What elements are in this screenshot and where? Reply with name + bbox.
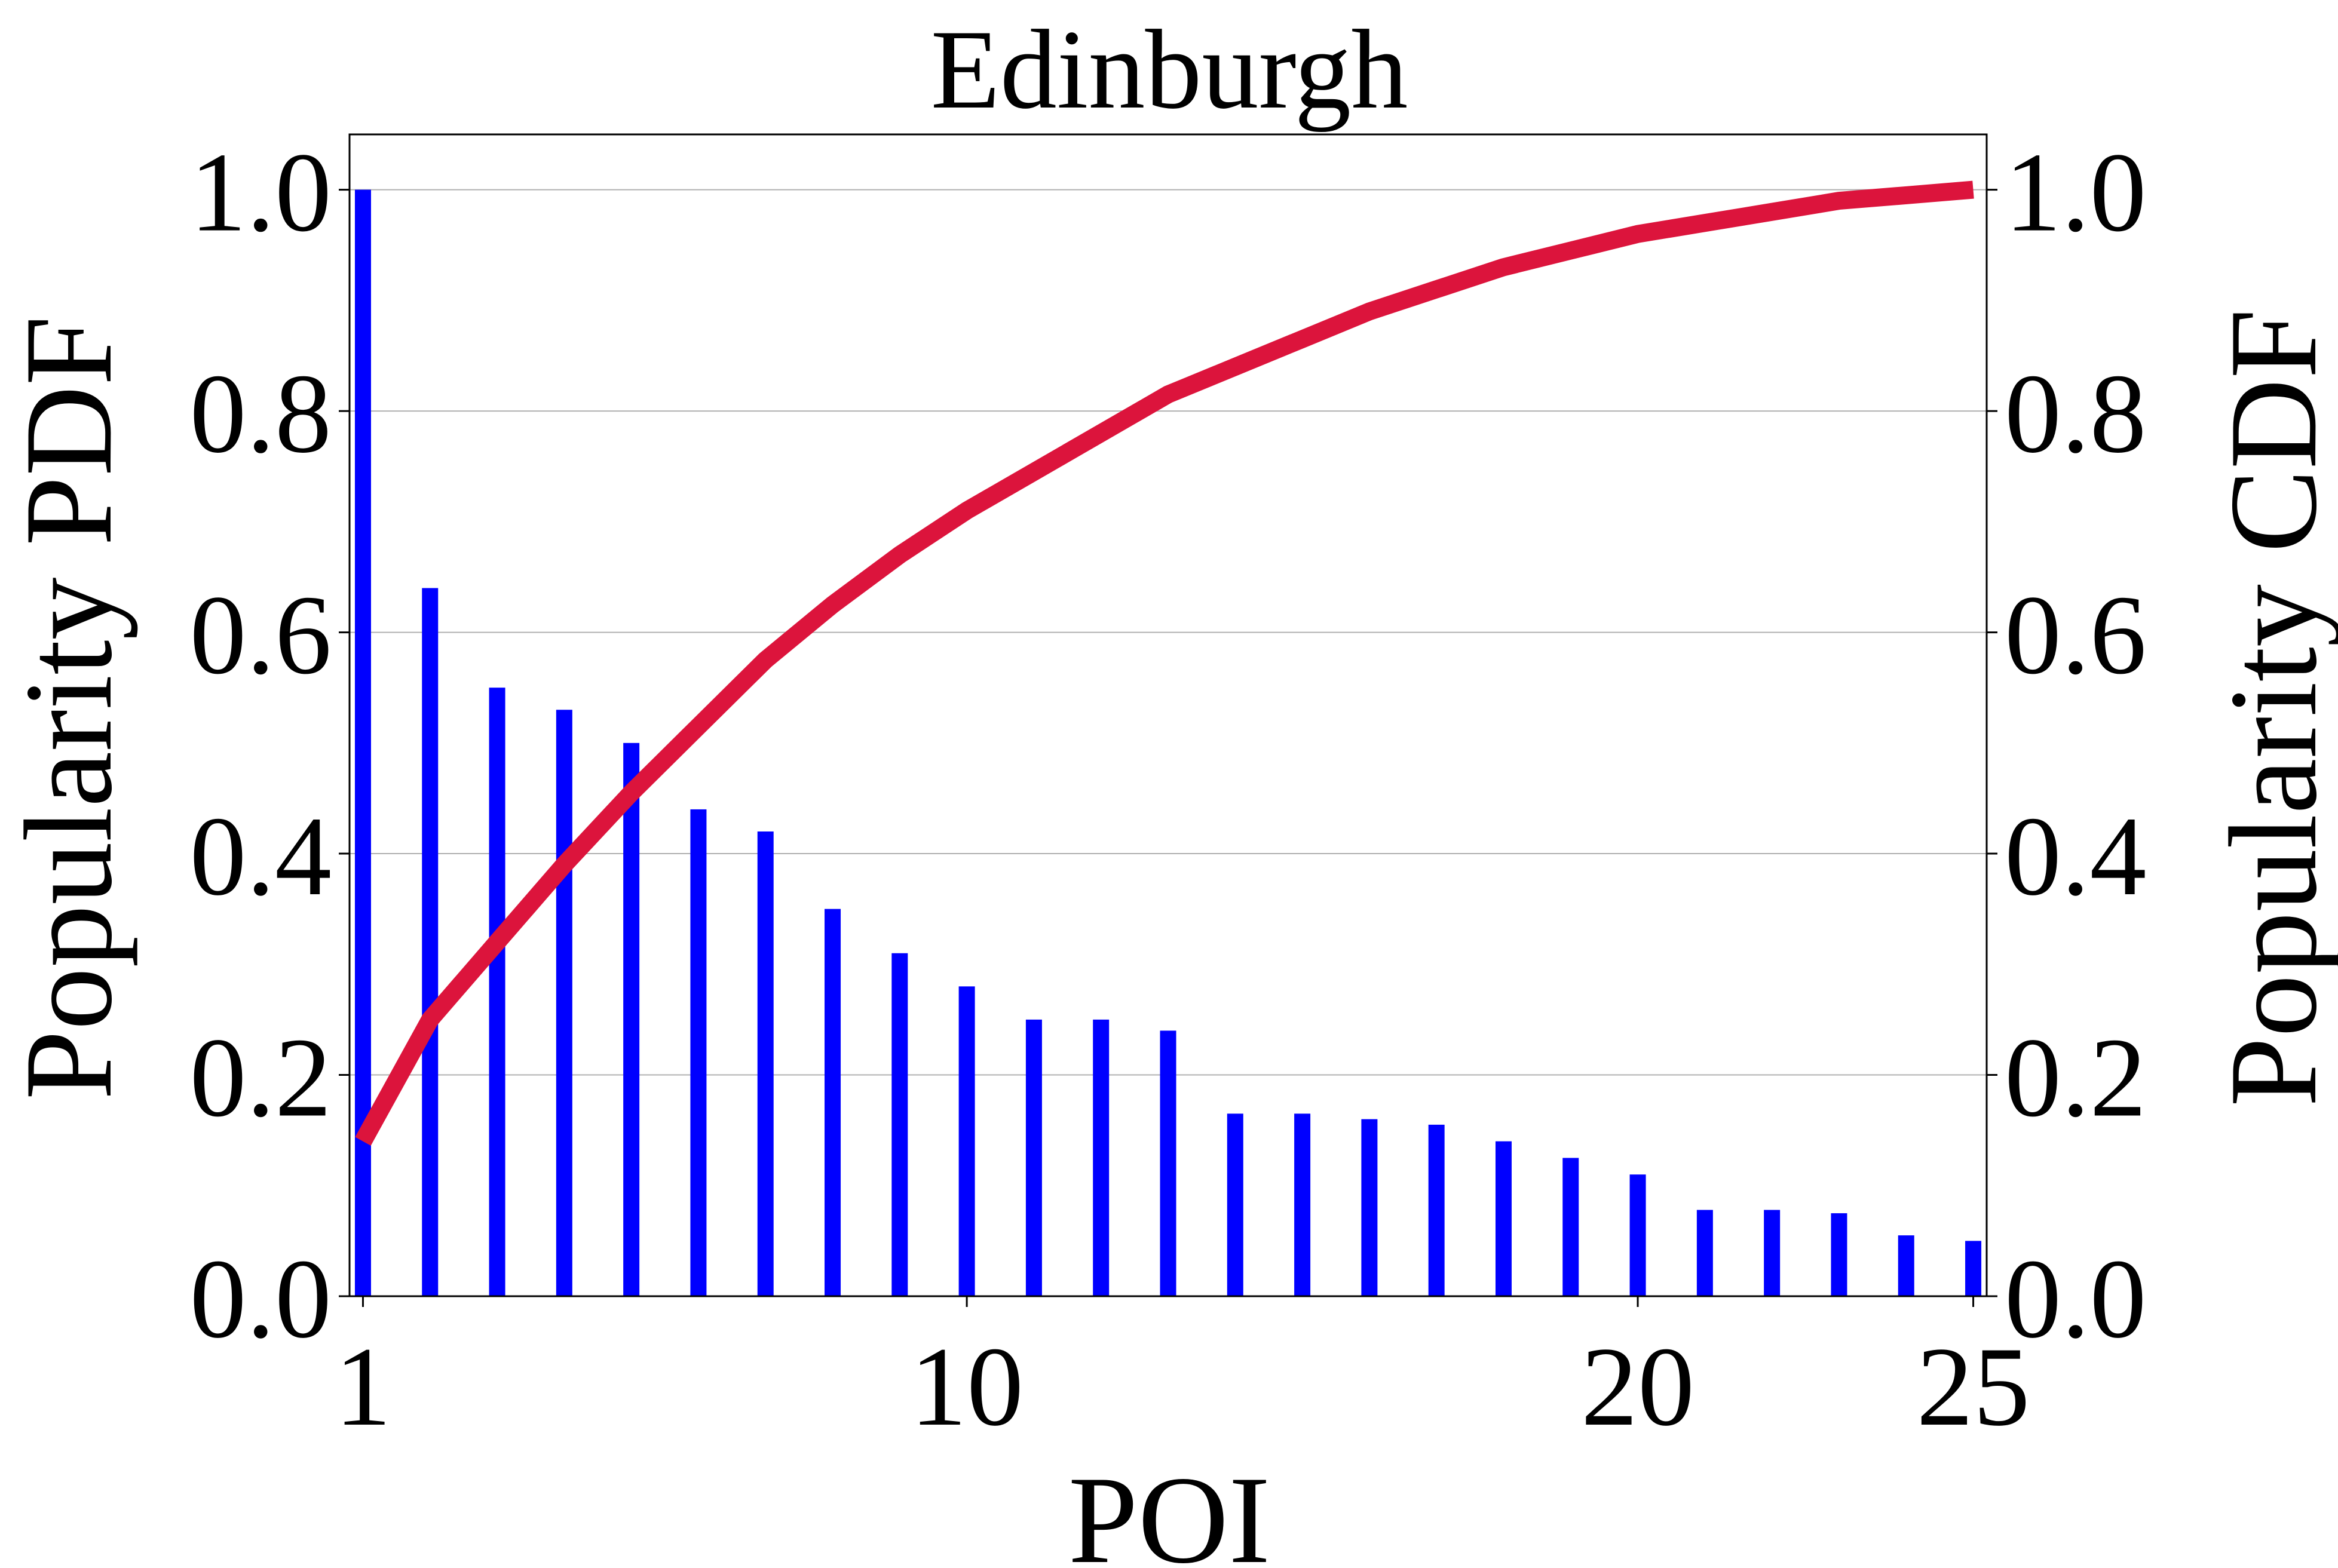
axis-ticks: 1 10 20 250.00.20.40.60.81.00.00.20.40.60.8… — [190, 130, 2147, 1450]
y-tick-label-right: 0.4 — [2005, 794, 2147, 919]
y-tick-label-right: 0.2 — [2005, 1015, 2147, 1141]
pdf-bar — [825, 909, 841, 1296]
x-tick-label: 1 — [335, 1324, 391, 1450]
y-axis-label-right: Popularity CDF — [2204, 309, 2338, 1107]
pdf-bar — [1629, 1174, 1646, 1296]
cdf-line-group — [355, 180, 1974, 1146]
plot-frame — [348, 133, 1988, 1297]
pdf-bar — [958, 986, 975, 1296]
y-tick-label-right: 0.0 — [2005, 1236, 2147, 1362]
pdf-bar — [690, 809, 707, 1296]
y-tick-label-left: 0.8 — [190, 351, 332, 477]
y-tick-label-left: 0.0 — [190, 1236, 332, 1362]
pdf-bar — [1227, 1113, 1243, 1296]
pdf-bar — [1294, 1113, 1311, 1296]
y-tick-label-right: 0.8 — [2005, 351, 2147, 477]
pdf-bar — [1898, 1235, 1914, 1296]
pdf-bar — [757, 831, 774, 1296]
pdf-bar — [1965, 1241, 1982, 1296]
pdf-bar — [1831, 1213, 1847, 1296]
cdf-line — [355, 180, 1974, 1146]
pdf-bar — [422, 588, 439, 1296]
pdf-bar — [1361, 1119, 1378, 1296]
pdf-bar — [1160, 1030, 1176, 1296]
x-tick-label: 25 — [1917, 1324, 2030, 1450]
pdf-bar — [623, 742, 640, 1296]
x-tick-label: 20 — [1581, 1324, 1694, 1450]
pdf-bar — [556, 710, 572, 1296]
y-tick-label-left: 0.6 — [190, 573, 332, 698]
pdf-bar — [1764, 1210, 1781, 1296]
x-tick-label: 10 — [910, 1324, 1024, 1450]
y-tick-label-left: 0.2 — [190, 1015, 332, 1141]
pdf-bar — [1696, 1210, 1713, 1296]
y-tick-label-left: 1.0 — [190, 130, 332, 256]
pdf-bar — [1428, 1124, 1445, 1296]
y-tick-label-left: 0.4 — [190, 794, 332, 919]
pdf-bar — [1495, 1141, 1512, 1296]
pdf-bar — [1093, 1019, 1110, 1296]
pdf-bar — [1562, 1158, 1579, 1296]
pdf-bars — [354, 189, 1982, 1297]
y-tick-label-right: 1.0 — [2005, 130, 2147, 256]
y-axis-label-left: Popularity PDF — [0, 316, 138, 1100]
pdf-bar — [354, 189, 371, 1297]
chart-title: Edinburgh — [931, 7, 1408, 133]
pdf-bar — [489, 688, 505, 1296]
x-axis-label: POI — [1068, 1451, 1270, 1568]
y-tick-label-right: 0.6 — [2005, 573, 2147, 698]
pdf-bar — [891, 953, 908, 1296]
pdf-bar — [1025, 1019, 1042, 1296]
